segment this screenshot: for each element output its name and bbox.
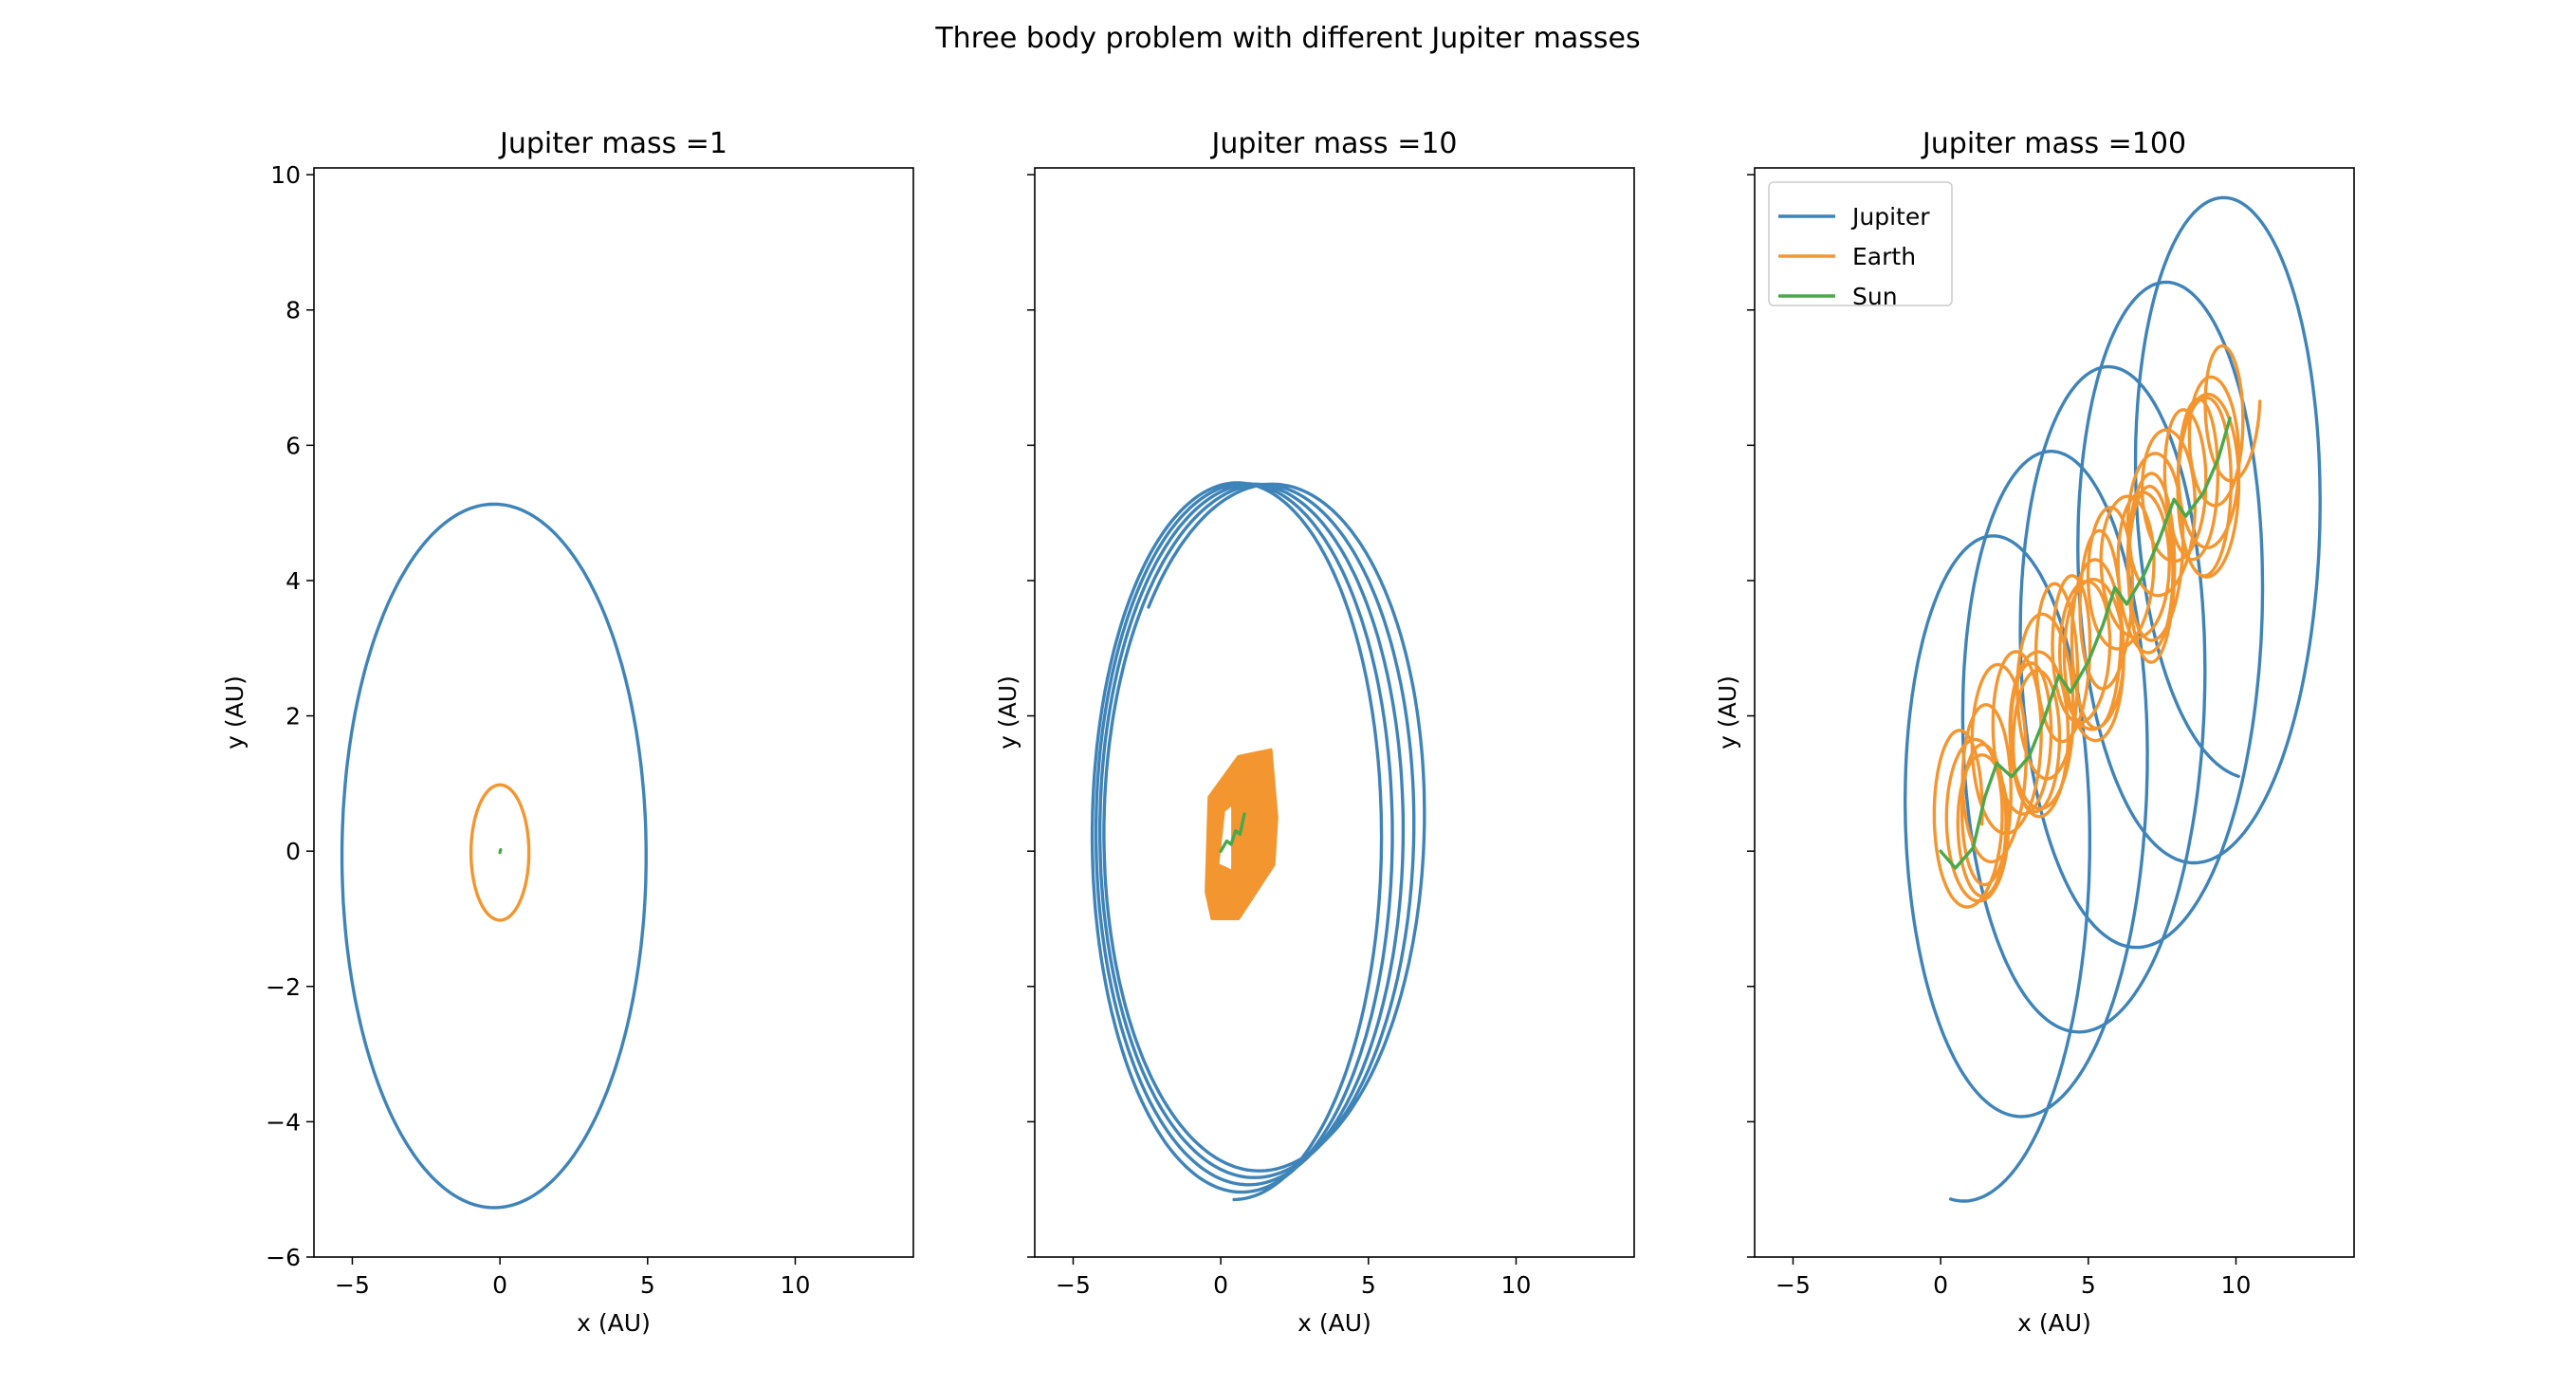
x-axis-label: x (AU) [2017,1309,2091,1337]
series-earth [469,783,531,922]
y-tick-label: 2 [285,703,301,730]
y-tick-label: 6 [285,432,301,459]
subplot-title: Jupiter mass =1 [498,127,727,160]
axes-frame [313,167,914,1258]
series-earth [1932,343,2262,909]
y-tick-label: −2 [266,973,301,1001]
series-sun [1219,812,1246,853]
x-tick-label: 5 [2081,1271,2096,1299]
subplot-1: Jupiter mass =1 −5 0 5 10 −6 −4 −2 0 2 4 6 8 10 x (AU)… [221,127,914,1337]
x-tick-label: 10 [2221,1271,2252,1299]
plot-area [1090,481,1426,1202]
legend-label-jupiter: Jupiter [1850,203,1930,231]
y-axis-label: y (AU) [221,675,248,749]
subplot-title: Jupiter mass =100 [1921,127,2186,160]
figure-suptitle: Three body problem with different Jupite… [934,22,1640,55]
series-jupiter [1904,195,2322,1203]
y-tick-label: −6 [266,1244,301,1271]
axes-frame [1754,167,2355,1258]
y-tick-label: 8 [285,297,301,324]
subplot-3: Jupiter mass =100 −5 0 5 10 x (AU) y (AU) Jupit… [1714,127,2355,1337]
x-tick-label: 5 [640,1271,655,1299]
y-tick-label: 0 [285,838,301,865]
plot-area [340,502,648,1210]
x-axis-label: x (AU) [577,1309,651,1337]
subplots: Jupiter mass =1 −5 0 5 10 −6 −4 −2 0 2 4 6 8 10 x (AU)… [221,127,2355,1337]
y-axis-label: y (AU) [1714,675,1741,749]
x-tick-label: 0 [492,1271,507,1299]
x-tick-label: −5 [1776,1271,1811,1299]
legend-box [1768,181,1953,306]
x-axis-label: x (AU) [1297,1309,1371,1337]
legend-label-sun: Sun [1852,283,1898,310]
x-tick-label: 5 [1361,1271,1376,1299]
y-tick-label: 4 [285,567,301,595]
x-tick-label: 0 [1933,1271,1948,1299]
series-sun [1939,416,2232,870]
y-tick-label: −4 [266,1108,301,1136]
x-tick-label: 10 [1501,1271,1532,1299]
series-jupiter [340,502,648,1210]
y-axis-label: y (AU) [994,675,1021,749]
legend: Jupiter Earth Sun [1768,181,1953,310]
subplot-title: Jupiter mass =10 [1209,127,1457,160]
legend-label-earth: Earth [1852,243,1916,270]
x-tick-label: −5 [1056,1271,1091,1299]
series-jupiter [1090,481,1426,1202]
series-sun [498,848,503,855]
x-tick-label: 10 [781,1271,811,1299]
x-tick-label: −5 [335,1271,370,1299]
x-tick-label: 0 [1213,1271,1228,1299]
plot-area [1904,195,2322,1203]
subplot-2: Jupiter mass =10 −5 0 5 10 x (AU) y (AU) [994,127,1635,1337]
y-tick-label: 10 [270,161,301,189]
axes-frame [1034,167,1635,1258]
